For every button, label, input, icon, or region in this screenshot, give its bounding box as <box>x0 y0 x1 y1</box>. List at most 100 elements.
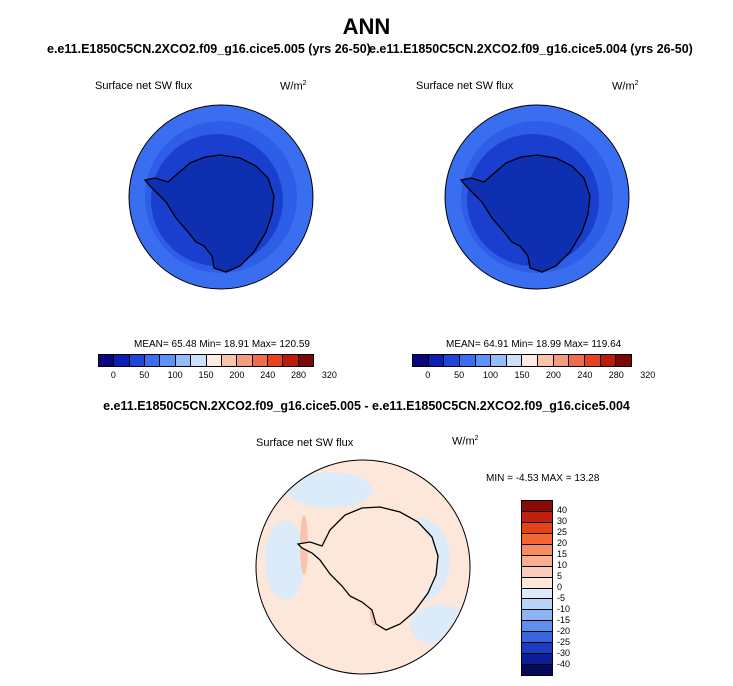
colorbar-swatch <box>569 355 586 366</box>
colorbar-tick-label: 240 <box>260 370 276 380</box>
colorbar-tick-label: 50 <box>139 370 150 380</box>
colorbar-swatch <box>522 355 539 366</box>
colorbar-swatch <box>522 643 552 655</box>
colorbar-swatch <box>283 355 299 366</box>
map-diff-shading <box>256 460 470 674</box>
colorbar-tick-label: -40 <box>557 659 571 669</box>
colorbar-tick-label: 15 <box>557 549 568 559</box>
colorbar-tick-label: 0 <box>557 582 563 592</box>
colorbar-swatch <box>99 355 115 366</box>
colorbar-tick-label: -30 <box>557 648 571 658</box>
colorbar-tick-label: 320 <box>321 370 337 380</box>
antarctica-coast-left <box>143 154 275 273</box>
colorbar-tick-label: 5 <box>557 571 563 581</box>
case-title-left: e.e11.E1850C5CN.2XCO2.f09_g16.cice5.005 … <box>47 42 371 56</box>
variable-label-diff: Surface net SW flux <box>256 437 354 449</box>
colorbar-tick-label: -15 <box>557 615 571 625</box>
colorbar-swatch <box>522 588 552 600</box>
units-label-right: W/m2 <box>612 80 639 93</box>
colorbar-swatch <box>522 577 552 589</box>
colorbar-swatch <box>522 621 552 633</box>
colorbar-right <box>412 354 632 367</box>
season-title: ANN <box>342 14 391 39</box>
colorbar-swatch <box>522 544 552 556</box>
antarctica-coast-diff <box>296 506 439 631</box>
colorbar-swatch <box>522 555 552 567</box>
colorbar-swatch <box>428 355 445 366</box>
colorbar-swatch <box>522 533 552 545</box>
colorbar-swatch <box>491 355 507 366</box>
colorbar-tick-label: 280 <box>291 370 307 380</box>
map-right-shading <box>445 105 629 289</box>
colorbar-swatch <box>160 355 176 366</box>
colorbar-left <box>98 354 314 367</box>
colorbar-tick-label: -5 <box>557 593 566 603</box>
colorbar-tick-label: 50 <box>454 370 465 380</box>
units-label-left: W/m2 <box>280 80 307 93</box>
map-left-shading <box>129 105 313 289</box>
difference-title: e.e11.E1850C5CN.2XCO2.f09_g16.cice5.005 … <box>103 399 630 413</box>
colorbar-tick-label: 150 <box>514 370 530 380</box>
colorbar-tick-label: -25 <box>557 637 571 647</box>
stats-right: MEAN= 64.91 Min= 18.99 Max= 119.64 <box>446 339 622 350</box>
colorbar-swatch <box>522 566 552 578</box>
colorbar-swatch <box>252 355 268 366</box>
colorbar-tick-label: 100 <box>167 370 183 380</box>
colorbar-swatch <box>444 355 460 366</box>
stats-diff: MIN = -4.53 MAX = 13.28 <box>486 473 600 484</box>
colorbar-ticks-left: 0 50 100 150 200 240 280 320 <box>98 370 337 382</box>
colorbar-tick-label: 200 <box>545 370 561 380</box>
colorbar-swatch <box>616 355 631 366</box>
colorbar-swatch <box>221 355 238 366</box>
colorbar-swatch <box>175 355 192 366</box>
colorbar-tick-label: 280 <box>608 370 624 380</box>
colorbar-diff <box>521 500 553 676</box>
colorbar-swatch <box>145 355 161 366</box>
antarctica-coast-right <box>459 154 591 273</box>
colorbar-tick-label: 20 <box>557 538 568 548</box>
colorbar-swatch <box>522 654 552 666</box>
colorbar-swatch <box>522 501 552 512</box>
colorbar-swatch <box>413 355 429 366</box>
units-label-diff: W/m2 <box>452 435 479 448</box>
colorbar-swatch <box>298 355 314 366</box>
colorbar-tick-label: 200 <box>229 370 245 380</box>
colorbar-swatch <box>459 355 476 366</box>
colorbar-tick-label: -20 <box>557 626 571 636</box>
colorbar-tick-label: 150 <box>198 370 214 380</box>
colorbar-swatch <box>191 355 207 366</box>
colorbar-swatch <box>129 355 146 366</box>
colorbar-swatch <box>522 522 552 534</box>
colorbar-swatch <box>522 610 552 622</box>
colorbar-swatch <box>522 599 552 611</box>
colorbar-tick-label: 40 <box>557 505 568 515</box>
colorbar-swatch <box>522 511 552 523</box>
variable-label-left: Surface net SW flux <box>95 80 193 92</box>
colorbar-swatch <box>237 355 253 366</box>
colorbar-swatch <box>522 665 552 675</box>
colorbar-tick-label: 320 <box>640 370 656 380</box>
colorbar-swatch <box>600 355 617 366</box>
colorbar-tick-label: 240 <box>577 370 593 380</box>
colorbar-tick-label: 30 <box>557 516 568 526</box>
colorbar-tick-label: 25 <box>557 527 568 537</box>
colorbar-tick-label: 10 <box>557 560 568 570</box>
colorbar-swatch <box>114 355 130 366</box>
colorbar-tick-label: 0 <box>425 370 431 380</box>
colorbar-swatch <box>206 355 222 366</box>
colorbar-swatch <box>553 355 570 366</box>
colorbar-tick-label: -10 <box>557 604 571 614</box>
colorbar-ticks-diff: 40 30 25 20 15 10 5 0 -5 -10 -15 -20 -25 -30 -40 <box>557 500 587 676</box>
colorbar-tick-label: 0 <box>110 370 116 380</box>
variable-label-right: Surface net SW flux <box>416 80 514 92</box>
stats-left: MEAN= 65.48 Min= 18.91 Max= 120.59 <box>134 339 310 350</box>
colorbar-swatch <box>506 355 523 366</box>
case-title-right: e.e11.E1850C5CN.2XCO2.f09_g16.cice5.004 … <box>369 42 693 56</box>
colorbar-tick-label: 100 <box>483 370 499 380</box>
colorbar-swatch <box>267 355 284 366</box>
colorbar-swatch <box>538 355 554 366</box>
colorbar-swatch <box>522 632 552 644</box>
colorbar-swatch <box>585 355 601 366</box>
colorbar-ticks-right: 0 50 100 150 200 240 280 320 <box>412 370 655 382</box>
